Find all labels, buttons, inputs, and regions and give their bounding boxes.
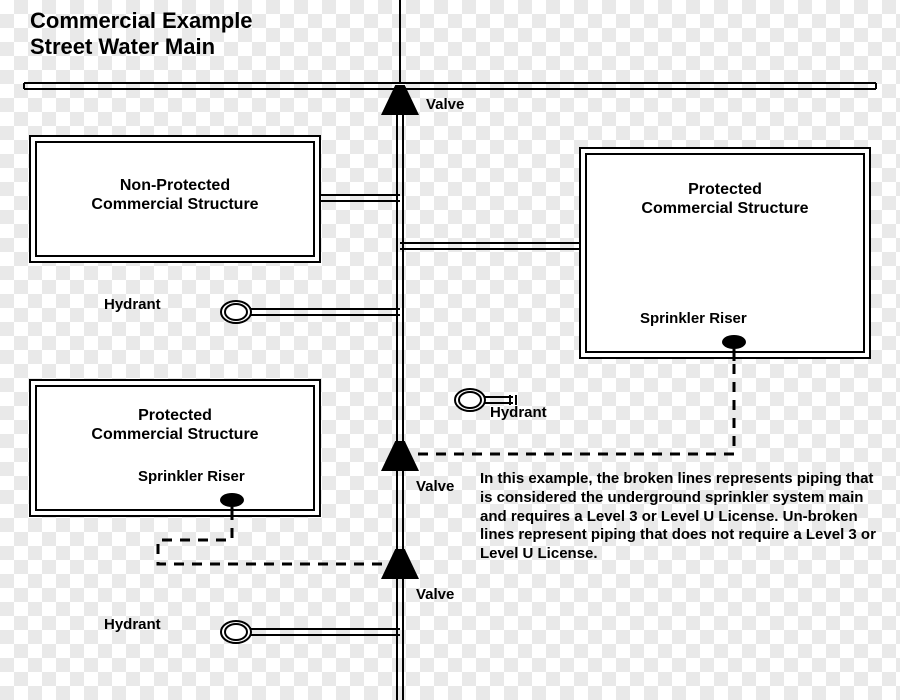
hydrant-label-1: Hydrant (490, 404, 547, 421)
diagram-title-line2: Street Water Main (30, 34, 215, 60)
valve-label-0: Valve (426, 96, 464, 113)
box-label-nonprot: Non-ProtectedCommercial Structure (45, 176, 305, 214)
box-label-prot-tr: ProtectedCommercial Structure (595, 180, 855, 218)
hydrant-label-2: Hydrant (104, 616, 161, 633)
riser-label-1: Sprinkler Riser (138, 468, 245, 485)
valve-label-1: Valve (416, 478, 454, 495)
box-label-prot-bl: ProtectedCommercial Structure (45, 406, 305, 444)
riser-label-0: Sprinkler Riser (640, 310, 747, 327)
hydrant-label-0: Hydrant (104, 296, 161, 313)
explanatory-note: In this example, the broken lines repres… (480, 470, 880, 564)
diagram-title-line1: Commercial Example (30, 8, 253, 34)
valve-label-2: Valve (416, 586, 454, 603)
